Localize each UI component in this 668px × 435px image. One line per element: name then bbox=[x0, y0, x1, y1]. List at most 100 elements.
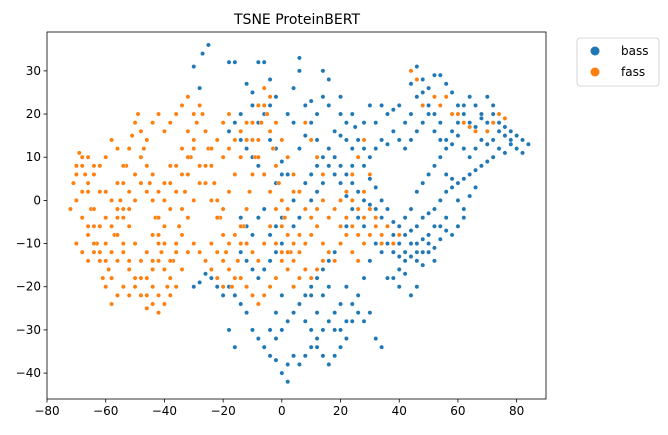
point-bass-246 bbox=[244, 258, 250, 264]
point-fass-241 bbox=[214, 137, 220, 143]
point-fass-84 bbox=[338, 241, 343, 246]
point-fass-162 bbox=[120, 163, 126, 169]
point-fass-232 bbox=[255, 154, 261, 160]
point-bass-132 bbox=[314, 336, 320, 341]
point-fass-271 bbox=[343, 189, 349, 195]
point-bass-208 bbox=[467, 94, 473, 100]
point-bass-303 bbox=[379, 215, 385, 221]
point-bass-63 bbox=[414, 223, 420, 229]
point-bass-275 bbox=[361, 120, 367, 126]
point-fass-11 bbox=[100, 275, 106, 281]
point-fass-68 bbox=[267, 128, 273, 134]
point-fass-121 bbox=[138, 292, 144, 298]
point-fass-96 bbox=[297, 275, 302, 281]
point-fass-100 bbox=[273, 275, 279, 281]
point-fass-28 bbox=[150, 197, 156, 203]
point-fass-253 bbox=[144, 292, 150, 298]
point-fass-302 bbox=[150, 301, 156, 307]
point-fass-131 bbox=[79, 249, 85, 255]
point-bass-323 bbox=[308, 327, 314, 333]
point-bass-97 bbox=[314, 163, 320, 169]
point-bass-159 bbox=[273, 310, 279, 316]
point-fass-139 bbox=[126, 223, 132, 229]
point-fass-85 bbox=[343, 232, 349, 238]
point-fass-174 bbox=[97, 249, 103, 255]
point-bass-212 bbox=[443, 137, 449, 143]
point-fass-206 bbox=[285, 154, 291, 160]
point-bass-160 bbox=[279, 292, 285, 298]
point-bass-206 bbox=[479, 111, 484, 117]
point-bass-207 bbox=[473, 103, 478, 108]
point-fass-123 bbox=[126, 258, 132, 264]
point-fass-297 bbox=[437, 103, 443, 108]
point-bass-318 bbox=[291, 310, 296, 316]
point-fass-91 bbox=[379, 241, 385, 246]
point-bass-66 bbox=[396, 241, 402, 246]
point-bass-93 bbox=[338, 133, 343, 139]
point-bass-170 bbox=[349, 318, 355, 324]
point-fass-176 bbox=[109, 223, 114, 229]
point-bass-8 bbox=[297, 55, 302, 61]
point-bass-156 bbox=[226, 327, 232, 333]
point-bass-45 bbox=[525, 141, 531, 147]
point-bass-14 bbox=[250, 90, 255, 95]
x-tick-label: 80 bbox=[509, 404, 524, 418]
point-fass-32 bbox=[162, 267, 167, 272]
point-bass-291 bbox=[473, 185, 478, 190]
point-bass-62 bbox=[420, 215, 426, 221]
point-bass-92 bbox=[343, 137, 349, 143]
point-fass-211 bbox=[314, 206, 320, 212]
point-bass-122 bbox=[379, 249, 385, 255]
point-bass-327 bbox=[332, 353, 338, 359]
point-fass-290 bbox=[467, 124, 473, 130]
point-bass-87 bbox=[373, 185, 379, 190]
x-axis: −80 −60 −40 −20 0 20 40 60 80 bbox=[34, 399, 524, 418]
point-fass-22 bbox=[132, 120, 138, 126]
point-fass-215 bbox=[338, 223, 343, 229]
point-fass-319 bbox=[73, 172, 79, 177]
point-fass-245 bbox=[191, 197, 197, 203]
x-tick-label: 0 bbox=[278, 404, 286, 418]
point-bass-257 bbox=[255, 163, 261, 169]
point-fass-226 bbox=[220, 154, 226, 160]
point-bass-73 bbox=[437, 236, 443, 242]
point-bass-140 bbox=[291, 353, 296, 359]
point-bass-133 bbox=[308, 344, 314, 350]
point-fass-294 bbox=[496, 111, 502, 117]
point-bass-105 bbox=[267, 232, 273, 238]
point-fass-288 bbox=[455, 111, 461, 117]
point-fass-122 bbox=[132, 275, 138, 281]
point-bass-281 bbox=[414, 94, 420, 100]
point-bass-134 bbox=[302, 353, 308, 359]
point-fass-166 bbox=[97, 163, 103, 169]
point-bass-154 bbox=[197, 280, 203, 285]
point-bass-317 bbox=[297, 301, 302, 307]
point-bass-10 bbox=[320, 68, 326, 74]
point-fass-132 bbox=[73, 241, 79, 246]
point-fass-36 bbox=[173, 241, 179, 246]
point-fass-223 bbox=[385, 223, 390, 229]
point-bass-69 bbox=[414, 258, 420, 264]
point-fass-251 bbox=[156, 258, 161, 264]
point-bass-217 bbox=[414, 128, 420, 134]
point-fass-6 bbox=[85, 189, 91, 195]
point-bass-186 bbox=[414, 189, 420, 195]
point-fass-265 bbox=[273, 241, 279, 246]
point-fass-175 bbox=[103, 258, 109, 264]
point-fass-102 bbox=[261, 292, 267, 298]
point-bass-39 bbox=[490, 111, 496, 117]
point-fass-192 bbox=[203, 180, 208, 186]
point-bass-32 bbox=[449, 90, 455, 95]
point-bass-196 bbox=[473, 146, 478, 151]
point-bass-295 bbox=[426, 241, 431, 246]
point-bass-312 bbox=[326, 258, 332, 264]
point-bass-7 bbox=[261, 59, 267, 65]
point-bass-216 bbox=[420, 120, 426, 126]
point-bass-280 bbox=[408, 111, 414, 117]
point-bass-20 bbox=[343, 120, 349, 126]
point-fass-33 bbox=[164, 284, 170, 290]
y-tick-label: −30 bbox=[16, 323, 41, 337]
point-fass-157 bbox=[150, 120, 156, 126]
point-bass-305 bbox=[367, 202, 373, 208]
point-bass-48 bbox=[502, 150, 508, 156]
